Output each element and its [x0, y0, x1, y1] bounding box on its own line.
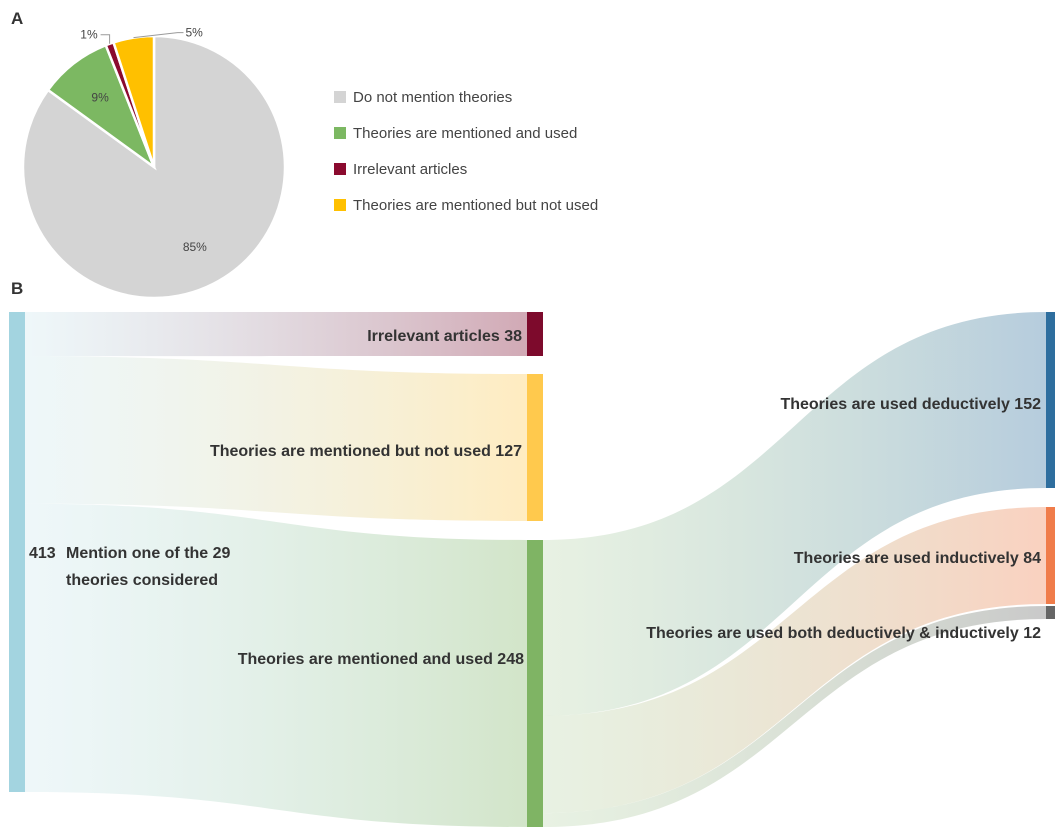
legend-swatch-theories-are-mentioned-but-not-used	[334, 199, 346, 211]
legend-swatch-theories-are-mentioned-and-used	[334, 127, 346, 139]
sankey-label-root-line2: theories considered	[66, 572, 218, 589]
sankey-node-irrelevant	[527, 312, 543, 356]
sankey-label-root: Mention one of the 29	[66, 545, 231, 562]
pie-label-theories-are-mentioned-but-not-used: 5%	[186, 26, 204, 40]
sankey-link-root-to-irrelevant	[25, 312, 527, 357]
pie-label-irrelevant-articles: 1%	[80, 28, 98, 42]
sankey-label-irrelevant: Irrelevant articles 38	[367, 328, 522, 345]
sankey-label-both: Theories are used both deductively & ind…	[646, 625, 1041, 642]
legend-label-theories-are-mentioned-but-not-used: Theories are mentioned but not used	[353, 197, 598, 214]
sankey-node-inductive	[1046, 507, 1055, 604]
legend-label-do-not-mention-theories: Do not mention theories	[353, 89, 512, 106]
sankey-link-used-to-deductive	[543, 312, 1046, 716]
panel-a-label: A	[11, 9, 23, 28]
sankey-links	[25, 312, 1046, 827]
sankey-label-used: Theories are mentioned and used 248	[238, 651, 524, 668]
legend-label-theories-are-mentioned-and-used: Theories are mentioned and used	[353, 125, 577, 142]
legend-swatch-irrelevant-articles	[334, 163, 346, 175]
sankey-node-root	[9, 312, 25, 792]
panel-b-label: B	[11, 279, 23, 298]
legend-label-irrelevant-articles: Irrelevant articles	[353, 161, 467, 178]
sankey-link-used-to-inductive	[543, 507, 1046, 814]
sankey-nodes	[9, 312, 1055, 827]
legend-swatch-do-not-mention-theories	[334, 91, 346, 103]
pie-leader-line	[133, 32, 184, 39]
sankey-node-not_used	[527, 374, 543, 521]
sankey-node-both	[1046, 606, 1055, 619]
sankey-label-deductive: Theories are used deductively 152	[780, 396, 1041, 413]
sankey-labels: 413 Mention one of the 29 theories conside…	[29, 328, 1041, 668]
sankey-link-used-to-both	[543, 606, 1046, 827]
sankey-label-inductive: Theories are used inductively 84	[794, 550, 1041, 567]
sankey-link-root-to-not_used	[25, 356, 527, 521]
pie-legend: Do not mention theories Theories are ment…	[334, 89, 598, 214]
sankey-node-deductive	[1046, 312, 1055, 488]
sankey-node-used	[527, 540, 543, 827]
sankey-label-root-value: 413	[29, 545, 56, 562]
pie-label-theories-are-mentioned-and-used: 9%	[91, 90, 109, 104]
pie-chart: 85% 9% 1% 5%	[21, 26, 287, 300]
sankey-label-not-used: Theories are mentioned but not used 127	[210, 443, 522, 460]
pie-leader-line	[100, 34, 111, 44]
pie-label-do-not-mention-theories: 85%	[183, 240, 207, 254]
sankey-link-root-to-used	[25, 503, 527, 827]
